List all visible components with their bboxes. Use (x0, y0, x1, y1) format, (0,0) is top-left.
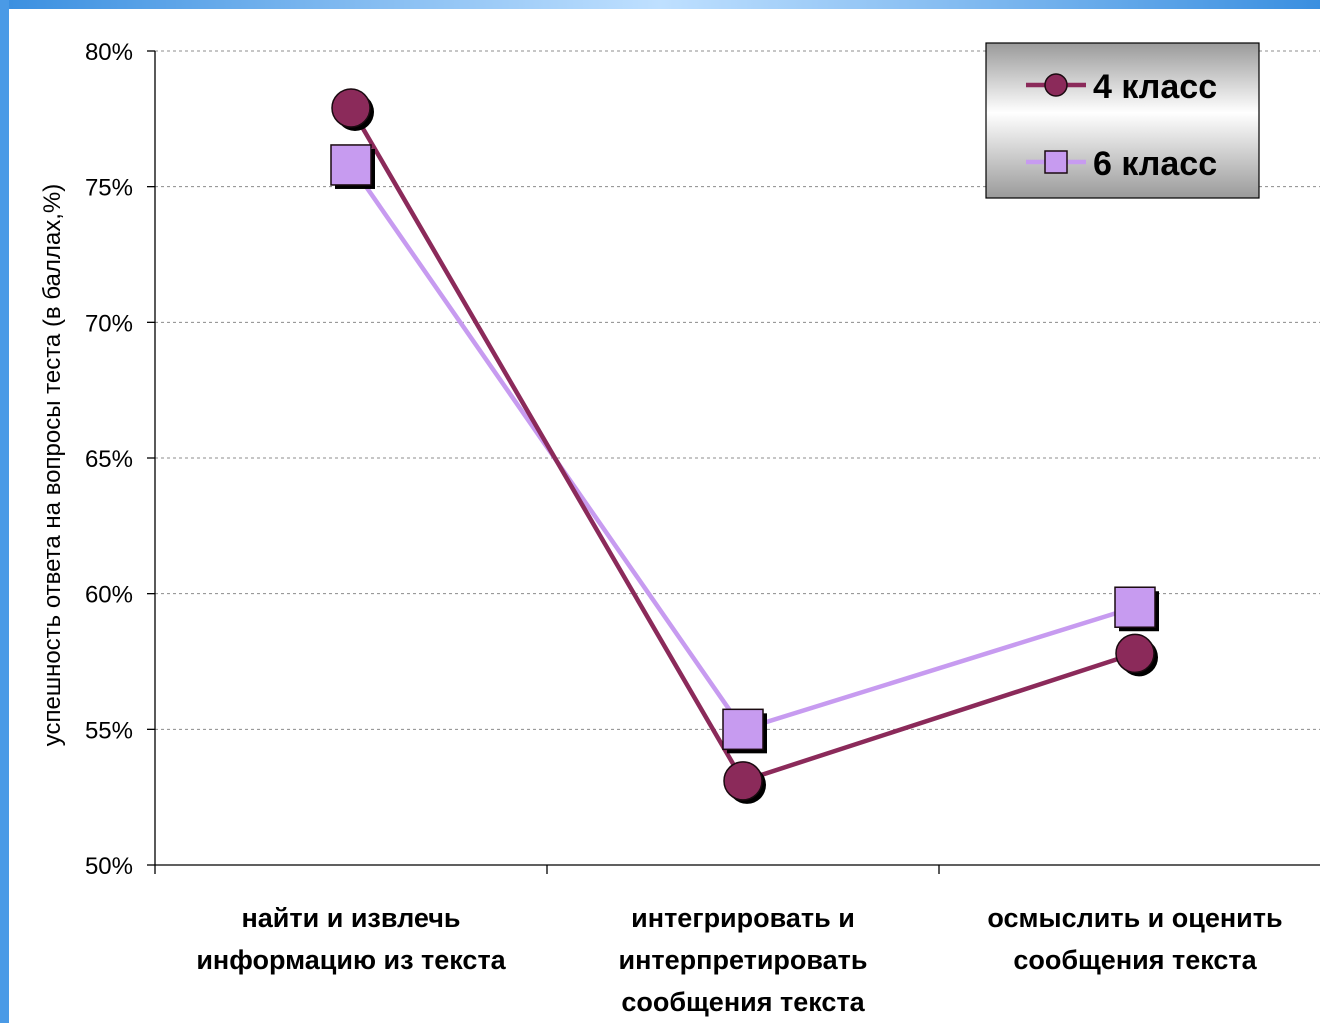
x-category-label: интегрировать и интерпретировать сообщения… (619, 903, 868, 1017)
y-tick-label: 70% (85, 310, 133, 337)
legend-box (985, 42, 1260, 199)
data-point-square (330, 144, 372, 186)
series-line (349, 106, 1136, 784)
y-tick-label: 65% (85, 446, 133, 473)
legend-label: 6 класс (1093, 145, 1217, 183)
x-category-label: найти и извлечь информацию из текста (196, 903, 506, 975)
data-point-square (1114, 586, 1156, 628)
series (330, 88, 1159, 804)
legend-marker-circle (1044, 73, 1068, 97)
y-tick-label: 75% (85, 175, 133, 202)
y-tick-label: 60% (85, 582, 133, 609)
y-tick-label: 55% (85, 717, 133, 744)
series-line (349, 163, 1136, 732)
data-point-circle (331, 88, 371, 128)
data-point-circle (723, 761, 763, 801)
data-point-circle (1115, 633, 1155, 674)
x-category-label: осмыслить и оценить сообщения текста (987, 903, 1282, 975)
outer-frame-left (0, 0, 9, 1023)
labels: 50% 55% 60% 65% 70% 75% 80% найти и извлечь инфо… (39, 39, 1283, 1017)
axes (147, 50, 1320, 874)
y-axis-title: успешность ответа на вопросы теста (в ба… (39, 184, 66, 747)
outer-frame-top (0, 0, 1320, 9)
y-tick-label: 80% (85, 39, 133, 66)
legend: 4 класс 6 класс (985, 42, 1260, 199)
data-point-square (722, 708, 764, 751)
legend-marker-square (1044, 150, 1068, 174)
legend-label: 4 класс (1093, 68, 1217, 106)
y-tick-label: 50% (85, 853, 133, 880)
